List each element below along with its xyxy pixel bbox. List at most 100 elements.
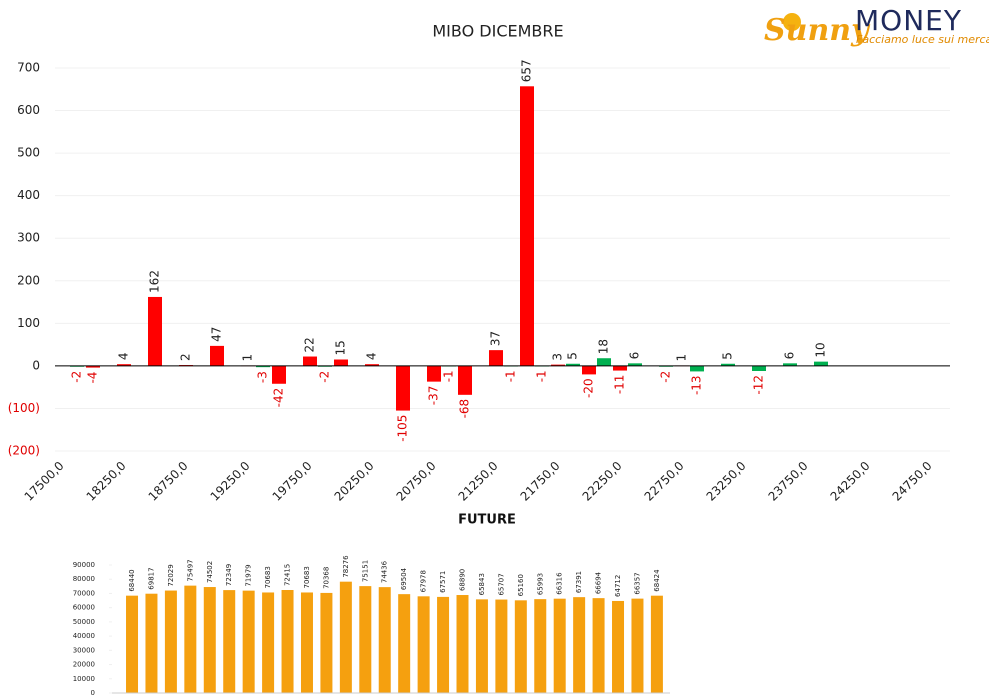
bar	[398, 594, 411, 693]
bar	[281, 590, 294, 693]
data-label: -1	[442, 370, 456, 382]
bar	[551, 364, 565, 366]
data-label: 67571	[439, 571, 447, 593]
chart-title: MIBO DICEMBRE	[432, 22, 563, 41]
data-label: -11	[613, 375, 627, 395]
bar	[223, 590, 236, 693]
bar	[573, 597, 586, 693]
bar	[566, 363, 580, 366]
y-tick-label: 50000	[73, 618, 95, 626]
data-label: 72349	[225, 564, 233, 586]
data-label: 69504	[400, 567, 408, 590]
x-tick-label: 20750,0	[394, 459, 439, 504]
data-label: 64712	[614, 575, 622, 597]
logo-sun	[783, 13, 801, 31]
logo-brand: Sunny	[764, 13, 871, 48]
bar	[456, 595, 469, 693]
data-label: -20	[582, 378, 596, 398]
bar	[184, 585, 197, 693]
data-label: 65843	[478, 573, 486, 595]
data-label: 37	[489, 331, 503, 346]
data-label: 68890	[459, 569, 467, 591]
data-label: 6	[783, 352, 797, 360]
data-label: 68440	[128, 569, 136, 591]
data-label: 3	[551, 353, 565, 361]
y-tick-label: 300	[17, 231, 40, 245]
x-tick-label: 19250,0	[208, 459, 253, 504]
bar	[650, 595, 663, 693]
bar	[475, 599, 488, 693]
x-tick-label: 17500,0	[22, 459, 67, 504]
data-label: 74436	[381, 560, 389, 583]
bar	[378, 587, 391, 693]
bar	[396, 365, 410, 411]
y-tick-label: 500	[17, 146, 40, 160]
data-label: -2	[318, 371, 332, 383]
logo: Sunny MONEY Facciamo luce sui mercati	[764, 4, 989, 48]
data-label: -2	[659, 371, 673, 383]
data-label: 70683	[303, 566, 311, 588]
data-label: 6	[628, 352, 642, 360]
logo-tagline: Facciamo luce sui mercati	[856, 33, 989, 46]
bar	[126, 595, 139, 693]
bar	[520, 86, 534, 366]
data-label: 66357	[633, 572, 641, 594]
y-tick-label: 700	[17, 61, 40, 75]
x-tick-label: 23250,0	[704, 459, 749, 504]
x-tick-label: 24750,0	[890, 459, 935, 504]
data-label: 70683	[264, 566, 272, 588]
x-tick-label: 21750,0	[518, 459, 563, 504]
bar	[256, 365, 270, 368]
bar	[303, 356, 317, 366]
y-tick-label: 90000	[73, 561, 95, 569]
data-label: -12	[752, 375, 766, 395]
data-label: -105	[396, 415, 410, 442]
bar	[164, 590, 177, 693]
y-tick-label: (200)	[8, 444, 40, 458]
bar	[489, 350, 503, 366]
data-label: -2	[70, 371, 84, 383]
data-label: 1	[241, 354, 255, 362]
y-tick-label: 20000	[73, 661, 95, 669]
data-label: 67978	[420, 570, 428, 592]
data-label: 15	[334, 340, 348, 355]
bar	[613, 365, 627, 371]
y-tick-label: 30000	[73, 646, 95, 654]
data-label: -42	[272, 388, 286, 408]
bar	[272, 365, 286, 384]
bar	[242, 590, 255, 693]
bar	[117, 364, 131, 366]
data-label: -3	[256, 371, 270, 383]
data-label: 65160	[517, 574, 525, 596]
data-label: 68424	[653, 569, 661, 592]
logo-name: MONEY	[855, 4, 962, 37]
bar	[597, 358, 611, 366]
bar	[145, 593, 158, 693]
data-label: 4	[365, 353, 379, 361]
data-label: 18	[597, 339, 611, 354]
bar	[427, 365, 441, 382]
data-label: -1	[504, 370, 518, 382]
bar	[210, 345, 224, 366]
x-tick-label: 23750,0	[766, 459, 811, 504]
data-label: 65707	[497, 573, 505, 595]
y-tick-label: 60000	[73, 604, 95, 612]
data-label: -13	[690, 375, 704, 395]
bar	[783, 363, 797, 366]
x-tick-label: 24250,0	[828, 459, 873, 504]
y-tick-label: 400	[17, 188, 40, 202]
data-label: 162	[148, 270, 162, 293]
data-label: 72029	[167, 564, 175, 586]
data-label: -37	[427, 386, 441, 406]
bar	[300, 592, 313, 693]
bar	[690, 365, 704, 372]
y-tick-label: 100	[17, 316, 40, 330]
bar	[203, 587, 216, 693]
bar	[814, 361, 828, 366]
data-label: 75151	[361, 560, 369, 582]
chart-title: FUTURE	[458, 513, 516, 528]
y-tick-label: 80000	[73, 575, 95, 583]
bar	[334, 359, 348, 366]
y-tick-label: 0	[91, 689, 95, 697]
bar	[752, 365, 766, 371]
